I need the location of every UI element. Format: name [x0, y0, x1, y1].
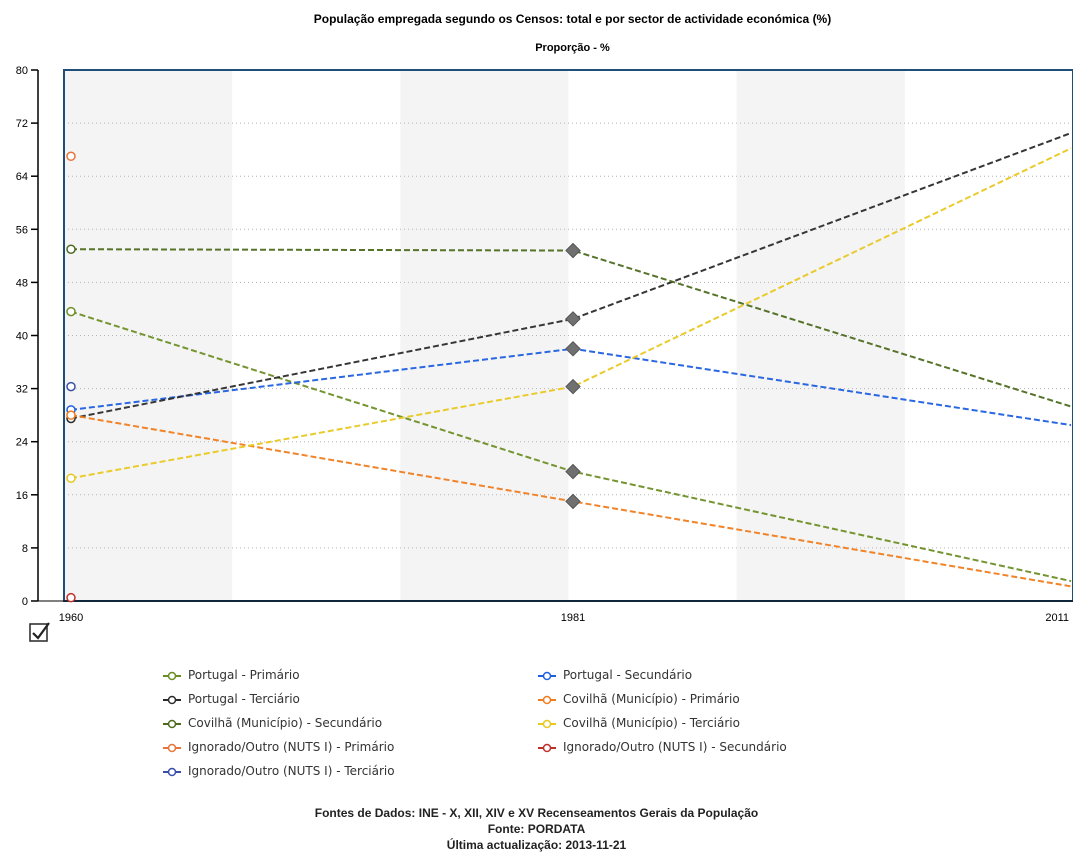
- data-point: [565, 242, 581, 259]
- data-point: [66, 381, 76, 392]
- y-tick-label: 56: [16, 224, 28, 236]
- legend-marker-icon: [163, 719, 181, 728]
- legend-label: Portugal - Primário: [188, 668, 300, 682]
- x-tick-label: 1960: [59, 612, 83, 624]
- legend-item[interactable]: Covilhã (Município) - Primário: [537, 691, 740, 707]
- legend-item[interactable]: Covilhã (Município) - Secundário: [162, 715, 382, 731]
- legend-item[interactable]: Portugal - Secundário: [537, 667, 692, 683]
- y-tick-label: 48: [16, 277, 28, 289]
- data-point: [565, 340, 581, 357]
- legend-item[interactable]: Portugal - Primário: [162, 667, 300, 683]
- data-point: [66, 306, 76, 317]
- series-line: [70, 147, 1072, 480]
- legend-label: Portugal - Secundário: [563, 668, 693, 682]
- data-point: [66, 244, 76, 254]
- y-tick-label: 0: [22, 596, 28, 608]
- legend-label: Covilhã (Município) - Primário: [563, 692, 740, 706]
- legend-marker-icon: [163, 767, 181, 776]
- data-point: [565, 463, 581, 480]
- legend-item[interactable]: Ignorado/Outro (NUTS I) - Secundário: [537, 739, 787, 755]
- footer-updated: Última actualização: 2013-11-21: [446, 838, 627, 852]
- legend-label: Covilhã (Município) - Secundário: [188, 716, 383, 730]
- legend-marker-icon: [538, 695, 556, 704]
- legend-marker-icon: [538, 743, 556, 752]
- footer-source: Fonte: PORDATA: [487, 822, 586, 836]
- data-point: [565, 378, 581, 395]
- y-tick-label: 72: [16, 118, 28, 130]
- chart-subtitle: Proporção - %: [535, 42, 610, 54]
- x-tick-label: 1981: [561, 612, 585, 624]
- data-point: [66, 592, 76, 603]
- data-point: [66, 473, 76, 483]
- data-point: [66, 410, 76, 420]
- footer-sources: Fontes de Dados: INE - X, XII, XIV e XV …: [314, 806, 759, 820]
- y-tick-label: 40: [16, 331, 28, 343]
- data-point: [565, 311, 581, 327]
- legend-label: Ignorado/Outro (NUTS I) - Secundário: [563, 740, 787, 754]
- series-line: [70, 132, 1072, 420]
- data-point: [565, 493, 581, 510]
- y-tick-label: 16: [16, 490, 28, 502]
- y-tick-label: 80: [16, 65, 28, 77]
- legend-item[interactable]: Portugal - Terciário: [162, 691, 300, 707]
- legend-marker-icon: [163, 671, 181, 680]
- legend-label: Covilhã (Município) - Terciário: [563, 716, 740, 730]
- legend-label: Portugal - Terciário: [188, 692, 300, 706]
- legend-marker-icon: [538, 719, 556, 728]
- legend-marker-icon: [538, 671, 556, 680]
- legend-item[interactable]: Covilhã (Município) - Terciário: [537, 715, 740, 731]
- legend-item[interactable]: Ignorado/Outro (NUTS I) - Terciário: [162, 763, 395, 779]
- y-tick-label: 8: [22, 543, 28, 555]
- x-tick-label: 2011: [1045, 612, 1069, 624]
- legend-label: Ignorado/Outro (NUTS I) - Primário: [188, 740, 395, 754]
- legend-label: Ignorado/Outro (NUTS I) - Terciário: [188, 764, 395, 778]
- legend-marker-icon: [163, 695, 181, 704]
- data-point: [66, 151, 76, 162]
- y-tick-label: 32: [16, 384, 28, 396]
- legend-marker-icon: [163, 743, 181, 752]
- y-tick-label: 64: [16, 171, 28, 183]
- y-tick-label: 24: [16, 437, 28, 449]
- legend-item[interactable]: Ignorado/Outro (NUTS I) - Primário: [162, 739, 394, 755]
- line-chart: 0 8 16 24 32 40 48 56 64 72 80 1960 1981 2011: [16, 65, 1073, 624]
- chart-title: População empregada segundo os Censos: t…: [313, 12, 832, 26]
- checkbox-icon[interactable]: [29, 621, 51, 643]
- series-line: [70, 248, 1072, 408]
